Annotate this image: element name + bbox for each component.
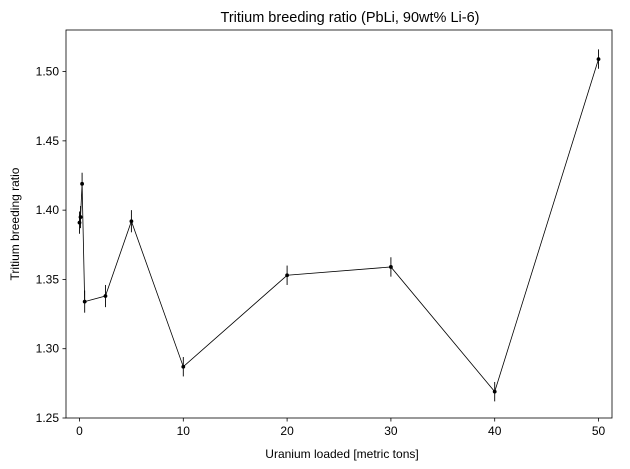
x-tick-label: 50 [592, 424, 606, 438]
plot-frame [65, 29, 613, 419]
y-tick-label: 1.25 [36, 411, 60, 425]
data-point [492, 389, 497, 394]
data-point [181, 364, 186, 369]
y-tick-label: 1.40 [36, 203, 60, 217]
series-line [79, 58, 599, 393]
data-point [129, 219, 134, 224]
x-axis: 0 10 20 30 40 50 [76, 418, 605, 438]
data-point [389, 265, 393, 269]
y-tick-label: 1.45 [36, 134, 60, 148]
x-tick-label: 40 [488, 424, 502, 438]
y-axis-label: Tritium breeding ratio [8, 167, 22, 280]
data-point [82, 299, 87, 304]
y-tick-label: 1.30 [36, 342, 60, 356]
data-point [285, 273, 289, 278]
x-tick-label: 20 [280, 424, 294, 438]
y-axis: 1.25 1.30 1.35 1.40 1.45 1.50 [36, 65, 66, 425]
y-tick-label: 1.50 [36, 65, 60, 79]
x-tick-label: 10 [177, 424, 191, 438]
x-tick-label: 30 [384, 424, 398, 438]
x-tick-label: 0 [76, 424, 83, 438]
x-axis-label: Uranium loaded [metric tons] [265, 447, 418, 461]
data-point [596, 57, 601, 61]
data-point [80, 181, 84, 186]
chart-title: Tritium breeding ratio (PbLi, 90wt% Li-6… [221, 10, 480, 26]
y-tick-label: 1.35 [36, 272, 60, 286]
data-point [103, 294, 108, 298]
data-point [78, 215, 83, 219]
plot-area [77, 49, 601, 402]
